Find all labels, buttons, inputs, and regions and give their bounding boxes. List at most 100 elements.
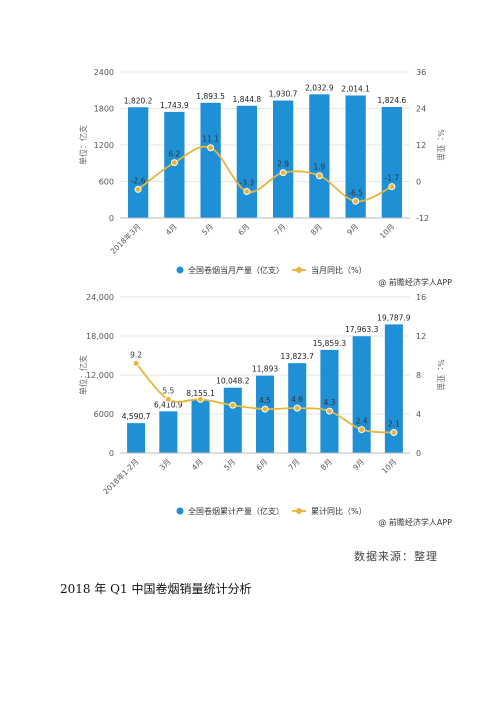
- line-point: [390, 429, 398, 437]
- x-tick-label: 3月: [158, 457, 173, 472]
- line-point: [315, 172, 323, 180]
- x-tick-label: 9月: [351, 457, 366, 472]
- y-tick-label: 0: [109, 449, 114, 458]
- x-tick-label: 6月: [236, 222, 251, 237]
- bar: [236, 105, 258, 218]
- y-tick-label: 6000: [94, 410, 114, 419]
- line-value-label: -6.5: [348, 188, 363, 197]
- y-axis-label: 单位：亿支: [78, 125, 88, 165]
- y-tick-label: 1200: [94, 141, 114, 150]
- line-value-label: 6.2: [168, 150, 180, 159]
- bar-value-label: 13,823.7: [281, 352, 315, 361]
- bar-value-label: 6,410.9: [154, 400, 183, 409]
- line-value-label: 11.1: [202, 135, 219, 144]
- line-value-label: -3.3: [240, 179, 255, 188]
- y2-tick-label: 0: [416, 178, 421, 187]
- y-tick-label: 2400: [94, 68, 114, 77]
- bar-value-label: 1,893.5: [196, 92, 225, 101]
- y2-axis-label: %：亚苗: [436, 359, 445, 391]
- line-point: [325, 407, 333, 415]
- x-tick-label: 8月: [319, 457, 334, 472]
- line-value-label: 2.9: [277, 160, 289, 169]
- chart-source-credit: @ 前瞻经济学人APP: [378, 277, 452, 287]
- line-value-label: 5.5: [162, 386, 174, 395]
- data-source-note: 数据来源：整理: [354, 550, 438, 563]
- x-tick-label: 4月: [164, 222, 179, 237]
- line-value-label: 4.6: [291, 395, 303, 404]
- bar-value-label: 19,787.9: [377, 313, 411, 322]
- y2-tick-label: 8: [416, 371, 421, 380]
- section-heading: 2018 年 Q1 中国卷烟销量统计分析: [60, 582, 252, 596]
- line-value-label: -2.6: [131, 176, 146, 185]
- bar: [127, 423, 146, 453]
- legend-bar-label: 全国卷烟当月产量（亿支）: [188, 265, 284, 275]
- bar: [255, 375, 275, 453]
- legend-line-label: 当月同比（%）: [311, 265, 367, 275]
- cumulative-production-svg: 0 6000 12,000 18,000 24,000 0 4 8 12 16 单位：亿支 %：亚苗 4…: [78, 293, 452, 527]
- y2-axis-label: %：亚苗: [436, 129, 445, 161]
- bar-value-label: 2,032.9: [305, 83, 334, 92]
- bar-value-label: 8,155.1: [186, 389, 215, 398]
- legend-line-label: 累计同比（%）: [311, 506, 367, 516]
- y2-tick-label: -12: [416, 214, 429, 223]
- x-tick-label: 4月: [190, 457, 205, 472]
- x-tick-label: 8月: [309, 222, 324, 237]
- bar-value-label: 1,743.9: [160, 101, 189, 110]
- line-point: [358, 426, 366, 434]
- y-tick-label: 0: [109, 214, 114, 223]
- x-tick-label: 7月: [287, 457, 302, 472]
- y2-tick-label: 16: [416, 293, 426, 302]
- bar-value-label: 17,963.3: [345, 325, 379, 334]
- line-point: [134, 185, 142, 193]
- x-tick-label: 5月: [200, 222, 215, 237]
- bar-value-label: 15,859.3: [313, 339, 347, 348]
- bar: [272, 100, 294, 218]
- bar: [223, 387, 242, 453]
- legend-bar-marker: [176, 266, 184, 274]
- line-point: [132, 359, 140, 367]
- line-point: [261, 405, 269, 413]
- y2-tick-label: 0: [416, 449, 421, 458]
- line-value-label: 1.9: [313, 163, 325, 172]
- x-tick-label: 2018年3月: [108, 221, 143, 256]
- x-tick-label: 2018年1-2月: [101, 456, 141, 496]
- y2-tick-label: 4: [416, 410, 421, 419]
- line-point: [279, 169, 287, 177]
- y-tick-label: 600: [99, 178, 114, 187]
- bar-value-label: 11,893: [252, 365, 278, 374]
- line-point: [170, 159, 178, 167]
- bar: [352, 336, 371, 453]
- line-point: [293, 404, 301, 412]
- legend-bar-marker: [176, 507, 184, 515]
- x-tick-label: 10月: [378, 222, 396, 240]
- line-point: [207, 144, 215, 152]
- y-axis-label: 单位：亿支: [78, 355, 88, 395]
- y-tick-label: 18,000: [86, 332, 114, 341]
- bar-value-label: 1,820.2: [124, 96, 153, 105]
- legend-line-dot: [296, 508, 302, 514]
- line-point: [197, 395, 205, 403]
- legend-bar-label: 全国卷烟累计产量（亿支）: [188, 506, 284, 516]
- bar-value-label: 1,824.6: [378, 96, 407, 105]
- bar: [159, 411, 178, 453]
- line-point: [164, 395, 172, 403]
- x-tick-label: 5月: [222, 457, 237, 472]
- bar-value-label: 1,844.8: [233, 95, 262, 104]
- y2-tick-label: 24: [416, 105, 426, 114]
- y-tick-label: 1800: [94, 105, 114, 114]
- line-point: [243, 188, 251, 196]
- monthly-production-chart: 0 600 1200 1800 2400 -12 0 12 24 36 单位：亿支 %：亚苗 1,820…: [60, 60, 460, 287]
- bar-value-label: 1,930.7: [269, 90, 298, 99]
- bar: [381, 107, 403, 218]
- bar: [309, 94, 330, 218]
- x-tick-label: 10月: [380, 457, 398, 475]
- bar: [345, 95, 366, 218]
- y-tick-label: 24,000: [86, 293, 114, 302]
- line-value-label: 4.3: [323, 398, 335, 407]
- cumulative-production-chart: 0 6000 12,000 18,000 24,000 0 4 8 12 16 单位：亿支 %：亚苗 4…: [60, 285, 460, 530]
- line-point: [352, 197, 360, 205]
- line-value-label: 9.2: [130, 350, 142, 359]
- line-value-label: 4.5: [259, 396, 271, 405]
- line-value-label: -1.7: [385, 174, 400, 183]
- bar: [191, 399, 210, 453]
